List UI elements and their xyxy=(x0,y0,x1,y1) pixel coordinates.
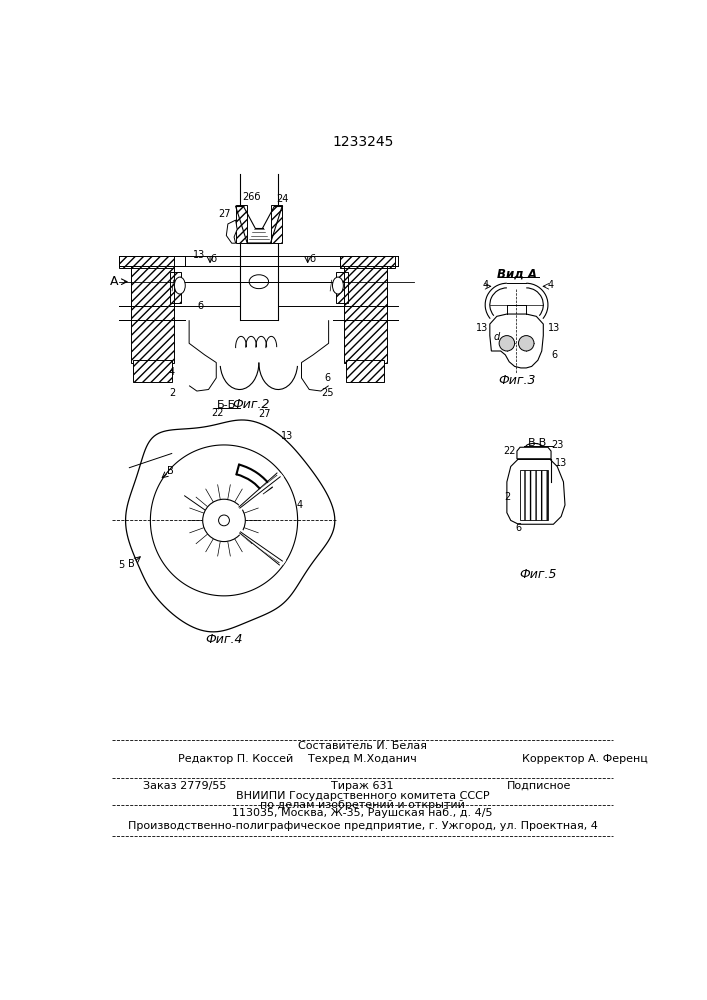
Text: 113035, Москва, Ж-35, Раушская наб., д. 4/5: 113035, Москва, Ж-35, Раушская наб., д. … xyxy=(233,808,493,818)
Text: 4: 4 xyxy=(547,280,554,290)
Text: 13: 13 xyxy=(193,250,205,260)
Text: 13: 13 xyxy=(555,458,567,468)
Text: 22: 22 xyxy=(211,408,224,418)
Text: Заказ 2779/55: Заказ 2779/55 xyxy=(143,781,226,791)
Bar xyxy=(337,272,348,303)
Text: 4: 4 xyxy=(482,280,489,290)
Text: Подписное: Подписное xyxy=(507,781,571,791)
Text: 13: 13 xyxy=(548,323,560,333)
Polygon shape xyxy=(126,420,335,632)
Text: 13: 13 xyxy=(281,431,293,441)
Text: 13: 13 xyxy=(476,323,489,333)
Bar xyxy=(340,256,395,268)
Bar xyxy=(131,320,174,363)
Text: Тираж 631: Тираж 631 xyxy=(332,781,394,791)
Text: Фиг.2: Фиг.2 xyxy=(233,398,270,411)
Text: А: А xyxy=(110,275,118,288)
Text: 6: 6 xyxy=(515,523,522,533)
Bar xyxy=(131,266,174,309)
Text: б: б xyxy=(198,301,204,311)
Bar xyxy=(170,272,182,303)
Bar xyxy=(271,205,282,243)
Bar xyxy=(134,360,172,382)
Bar xyxy=(520,470,548,520)
Text: 6: 6 xyxy=(552,350,558,360)
Polygon shape xyxy=(226,220,237,243)
Ellipse shape xyxy=(499,336,515,351)
Text: Редактор П. Коссей: Редактор П. Коссей xyxy=(177,754,293,764)
Text: 4: 4 xyxy=(296,500,302,510)
Text: б: б xyxy=(309,254,315,264)
Text: Составитель И. Белая: Составитель И. Белая xyxy=(298,741,427,751)
Text: б: б xyxy=(211,254,217,264)
Text: Фиг.3: Фиг.3 xyxy=(498,374,536,387)
Text: по делам изобретений и открытий: по делам изобретений и открытий xyxy=(260,800,465,810)
Text: ВНИИПИ Государственного комитета СССР: ВНИИПИ Государственного комитета СССР xyxy=(236,791,489,801)
Text: Фиг.5: Фиг.5 xyxy=(519,568,556,581)
Text: 27: 27 xyxy=(218,209,230,219)
Text: 4: 4 xyxy=(169,367,175,377)
Bar xyxy=(119,256,174,268)
Polygon shape xyxy=(151,445,298,596)
Text: 5: 5 xyxy=(118,560,124,570)
Polygon shape xyxy=(517,447,551,459)
Bar xyxy=(344,320,387,363)
Text: 2: 2 xyxy=(504,492,510,502)
Text: 24: 24 xyxy=(276,194,289,204)
Ellipse shape xyxy=(332,277,344,294)
Text: Фиг.4: Фиг.4 xyxy=(205,633,243,646)
Text: 2: 2 xyxy=(169,388,175,398)
Bar xyxy=(346,360,385,382)
Polygon shape xyxy=(490,314,543,368)
Text: В: В xyxy=(168,466,174,476)
Text: 1233245: 1233245 xyxy=(332,135,393,149)
Ellipse shape xyxy=(203,499,245,542)
Text: 22: 22 xyxy=(503,446,515,456)
Ellipse shape xyxy=(518,336,534,351)
Bar xyxy=(344,306,387,320)
Text: Производственно-полиграфическое предприятие, г. Ужгород, ул. Проектная, 4: Производственно-полиграфическое предприя… xyxy=(128,821,597,831)
Text: 25: 25 xyxy=(321,388,333,398)
Text: 23: 23 xyxy=(551,440,563,450)
Ellipse shape xyxy=(175,277,185,294)
Text: Б-Б: Б-Б xyxy=(217,400,236,410)
Text: Техред М.Ходанич: Техред М.Ходанич xyxy=(308,754,417,764)
Text: 27: 27 xyxy=(258,409,271,419)
Text: Корректор А. Ференц: Корректор А. Ференц xyxy=(522,754,648,764)
Text: d: d xyxy=(493,332,500,342)
Bar xyxy=(131,306,174,320)
Ellipse shape xyxy=(218,515,230,526)
Text: 26б: 26б xyxy=(243,192,261,202)
Text: В-В: В-В xyxy=(528,438,547,448)
Polygon shape xyxy=(507,459,565,524)
Bar xyxy=(344,266,387,309)
Text: В: В xyxy=(128,559,135,569)
Text: 6: 6 xyxy=(324,373,330,383)
Text: Вид A: Вид A xyxy=(497,267,537,280)
Bar xyxy=(235,205,247,243)
